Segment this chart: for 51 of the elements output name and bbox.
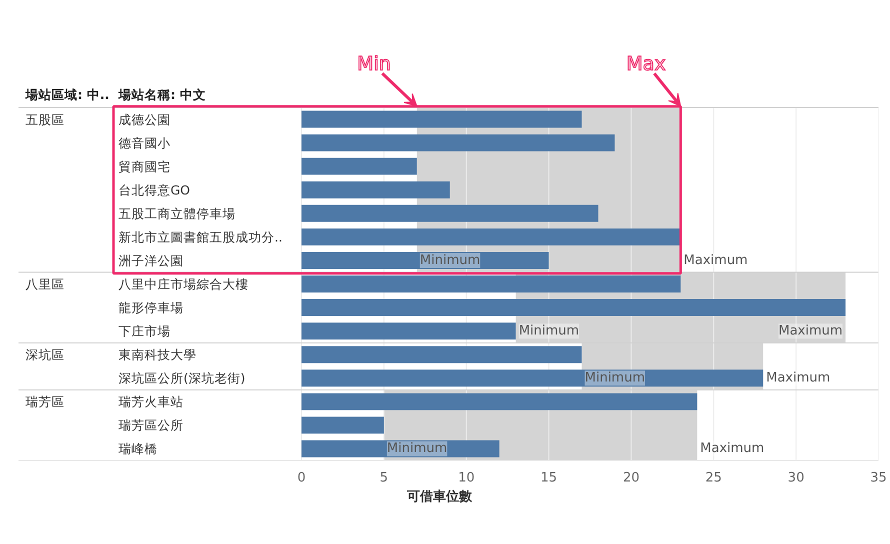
x-tick-label: 0 <box>297 470 306 486</box>
bar <box>302 204 598 222</box>
y-tick-label: 瑞芳區公所 <box>118 418 184 433</box>
x-tick-label: 30 <box>788 470 804 486</box>
x-tick-label: 10 <box>458 470 475 486</box>
text: 深坑區 <box>26 347 64 362</box>
y-tick-label: 洲子洋公園 <box>118 252 184 268</box>
annotation: Minimum <box>518 324 580 339</box>
bar <box>302 228 681 246</box>
annotation: Minimum <box>386 441 448 456</box>
x-tick-label: 20 <box>622 470 640 486</box>
annotation: Maximum <box>700 441 764 456</box>
bar <box>302 252 549 269</box>
annotation: Minimum <box>420 252 480 268</box>
bar <box>302 440 500 458</box>
y-tick-label: 成德公園 <box>118 112 170 127</box>
y-tick-label: 下庄市場 <box>118 324 170 339</box>
bar <box>302 393 698 410</box>
annotation: Maximum <box>684 252 748 268</box>
bar <box>302 276 681 292</box>
x-tick-label: 5 <box>380 470 388 486</box>
y-tick-label: 八里中庄市場綜合大樓 <box>118 276 248 292</box>
annotation: Maximum <box>766 370 830 386</box>
text: 瑞芳區 <box>26 394 64 410</box>
y-tick-label: 台北得意GO <box>118 182 190 198</box>
annotation: Maximum <box>778 324 843 339</box>
y-tick-label: 瑞芳火車站 <box>118 394 184 410</box>
bar <box>302 181 450 198</box>
y-tick-label: 五股工商立體停車場 <box>118 206 236 221</box>
y-tick-label: 瑞峰橋 <box>118 441 158 456</box>
x-tick-label: 25 <box>705 470 722 486</box>
bar <box>302 110 582 128</box>
text: 五股區 <box>26 112 64 127</box>
y-tick-label: 德音國小 <box>118 135 170 150</box>
x-tick-label: 15 <box>540 470 558 486</box>
annotation: Minimum <box>584 370 646 386</box>
y-tick-label: 東南科技大學 <box>118 347 196 362</box>
y-tick-label: 深坑區公所(深坑老街) <box>118 370 246 386</box>
bar <box>302 299 846 316</box>
bar <box>302 322 516 340</box>
bar <box>302 158 417 175</box>
x-tick-label: 35 <box>870 470 887 486</box>
y-tick-label: 龍形停車場 <box>118 300 184 316</box>
bar <box>302 134 615 152</box>
y-tick-label: 貿商國宅 <box>118 158 170 174</box>
y-tick-label: 新北市立圖書館五股成功分.. <box>118 229 282 244</box>
text: 場站區域: 中.. <box>24 87 110 102</box>
bar <box>302 416 384 434</box>
x-axis-title: 可借車位數 <box>406 490 473 504</box>
text: 八里區 <box>26 276 64 292</box>
text: 場站名稱: 中文 <box>118 87 206 102</box>
